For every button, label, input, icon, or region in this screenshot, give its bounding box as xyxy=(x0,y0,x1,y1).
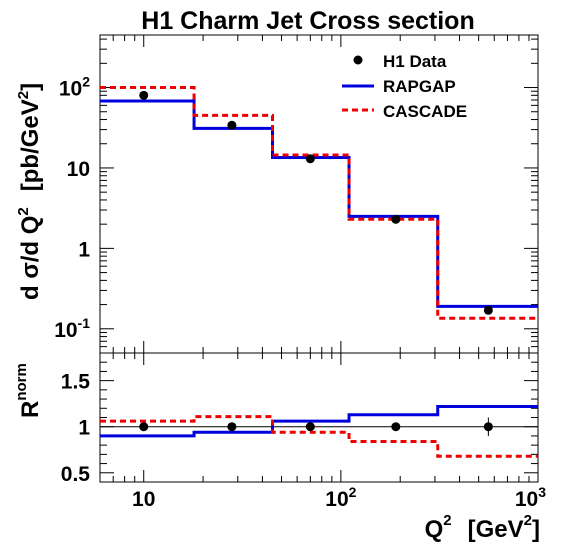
main-y-tick-base: 1 xyxy=(78,238,90,261)
x-tick-base: 10 xyxy=(132,488,155,511)
ratio-y-tick-labels: 1.5 1 0.5 xyxy=(61,371,91,486)
x-label-units: [GeV xyxy=(468,516,524,543)
ratio-y-tick-label: 0.5 xyxy=(61,463,91,486)
main-y-label-units-close: ] xyxy=(17,83,44,91)
data-point xyxy=(305,154,315,164)
ratio-histograms xyxy=(100,404,538,458)
main-y-tick-base: 10 xyxy=(59,78,82,101)
ratio-axis-ticks xyxy=(99,353,539,482)
main-y-tick-base: 10 xyxy=(67,158,90,181)
x-label-units-sup: 2 xyxy=(524,512,532,529)
histogram-rapgap xyxy=(100,99,538,308)
ratio-y-label-sup: norm xyxy=(13,363,30,401)
data-point xyxy=(227,120,237,130)
x-tick-label: 102 xyxy=(325,484,356,511)
x-axis-label: Q2 [GeV2] xyxy=(425,512,540,543)
legend-label-rapgap: RAPGAP xyxy=(383,77,456,96)
ratio-data-point xyxy=(305,422,315,432)
x-tick-exp: 3 xyxy=(538,484,546,500)
ratio-data-point xyxy=(139,422,149,432)
main-data-points xyxy=(139,90,493,315)
ratio-y-tick-label: 1.5 xyxy=(61,371,91,394)
x-label-sup: 2 xyxy=(443,512,451,529)
ratio-histogram-rapgap xyxy=(100,404,538,438)
ratio-y-tick-label: 1 xyxy=(78,417,90,440)
main-y-tick-label: 10 xyxy=(67,158,90,181)
ratio-data-points xyxy=(139,417,493,436)
ratio-data-point xyxy=(483,422,493,432)
main-axis-ticks xyxy=(99,35,539,354)
main-y-label-units-sup: 2 xyxy=(15,91,32,99)
main-y-tick-label: 102 xyxy=(59,74,90,101)
main-y-axis-label: d σ/d Q2[pb/GeV2] xyxy=(15,83,44,300)
data-point xyxy=(483,305,493,315)
x-tick-labels: 10 102 103 xyxy=(132,484,546,511)
data-point xyxy=(139,90,149,100)
main-y-label-text: d σ/d Q xyxy=(17,216,44,300)
x-tick-base: 10 xyxy=(325,488,348,511)
ratio-plot-frame xyxy=(99,352,539,483)
main-y-tick-exp: -1 xyxy=(78,315,91,331)
main-y-tick-base: 10 xyxy=(54,319,77,342)
legend-marker-h1-data xyxy=(353,55,363,65)
ratio-data-point xyxy=(227,422,237,432)
legend: H1 Data RAPGAP CASCADE xyxy=(342,52,467,121)
x-tick-label: 103 xyxy=(515,484,546,511)
ratio-y-axis-label: Rnorm xyxy=(13,363,44,418)
ratio-y-label-text: R xyxy=(17,401,44,418)
x-tick-exp: 2 xyxy=(349,484,357,500)
data-point xyxy=(391,214,401,224)
main-y-label-sup: 2 xyxy=(15,207,32,215)
main-y-tick-label: 10-1 xyxy=(54,315,90,342)
histogram-cascade xyxy=(100,86,538,320)
main-histograms xyxy=(100,86,538,320)
legend-label-h1-data: H1 Data xyxy=(383,52,447,71)
ratio-histogram-cascade xyxy=(100,415,538,458)
chart-title: H1 Charm Jet Cross section xyxy=(141,7,474,35)
ratio-data-point xyxy=(391,422,401,432)
main-y-label-units: [pb/GeV xyxy=(17,99,44,191)
main-y-tick-label: 1 xyxy=(78,238,90,261)
x-label-units-close: ] xyxy=(532,516,540,543)
legend-label-cascade: CASCADE xyxy=(383,102,467,121)
ratio-panel: 1.510.5 10 102 103 xyxy=(61,352,546,511)
x-tick-label: 10 xyxy=(132,488,155,511)
x-label-text: Q xyxy=(425,516,444,543)
x-tick-base: 10 xyxy=(515,488,538,511)
main-y-tick-exp: 2 xyxy=(82,74,90,90)
